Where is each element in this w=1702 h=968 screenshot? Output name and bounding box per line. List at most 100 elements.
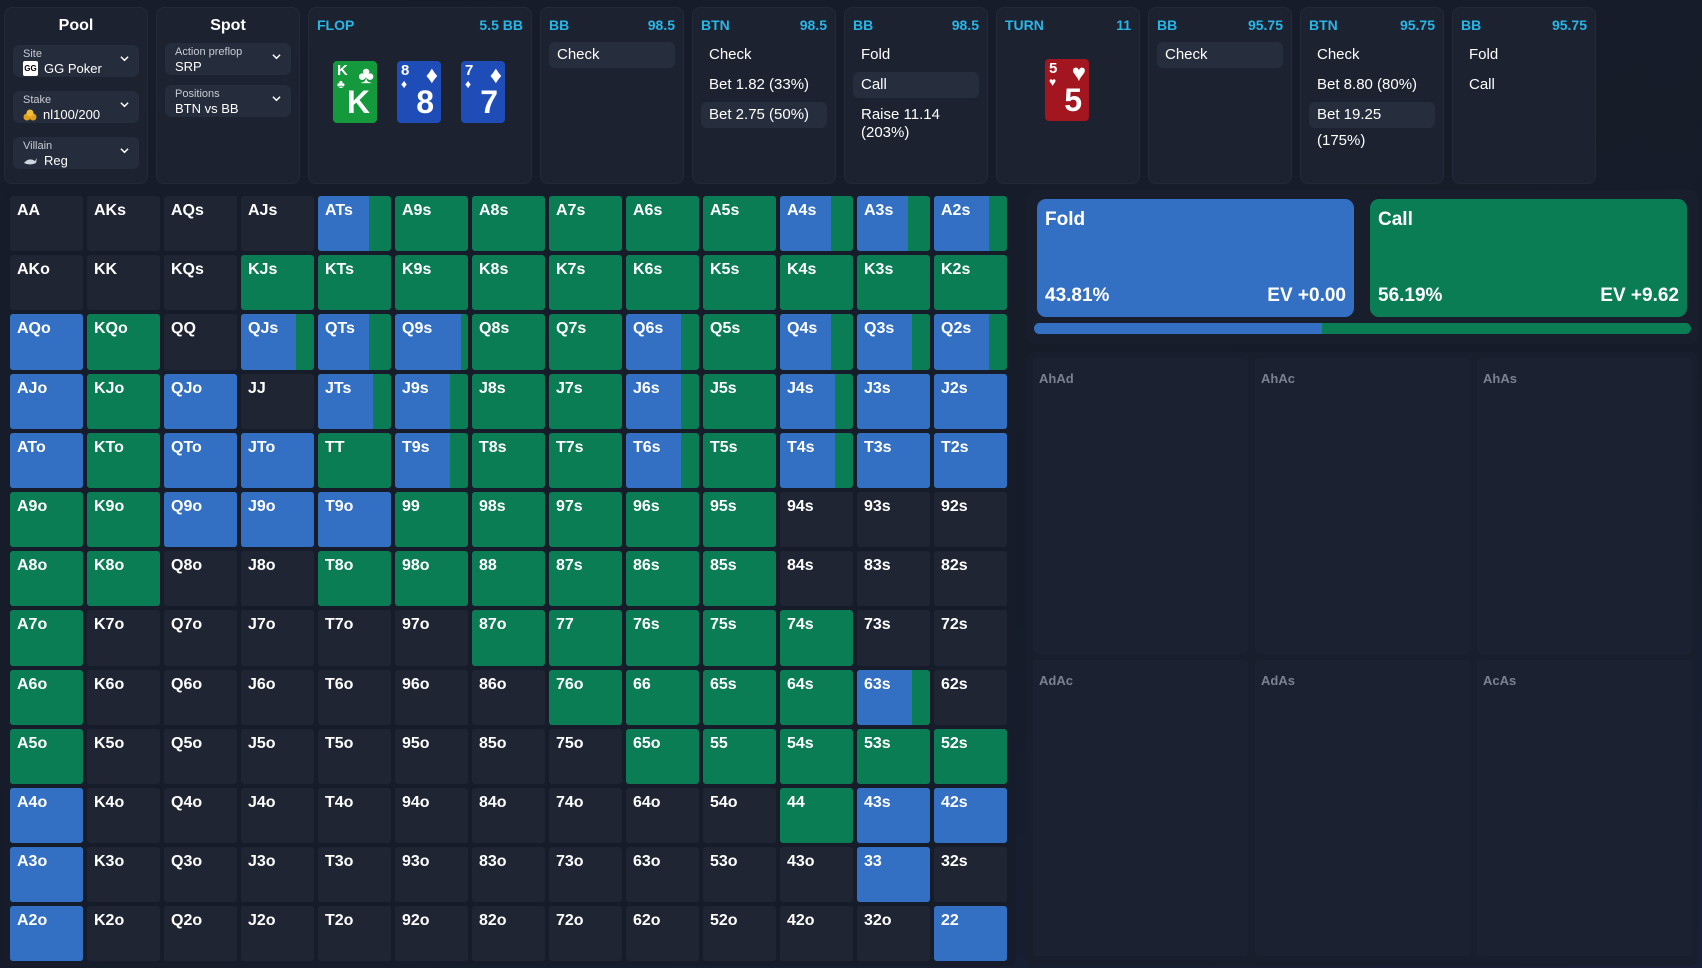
hand-cell[interactable]: 64o	[626, 787, 699, 844]
hand-cell[interactable]: T8s	[472, 432, 545, 488]
hand-cell[interactable]: 76o	[549, 669, 622, 725]
hand-cell[interactable]: 32o	[857, 906, 930, 962]
hand-cell[interactable]: 33	[857, 847, 930, 903]
hand-cell[interactable]: T3o	[318, 847, 391, 903]
hand-cell[interactable]: J4o	[241, 787, 314, 844]
hand-cell[interactable]: KJo	[87, 373, 160, 429]
hand-cell[interactable]: 62s	[934, 669, 1007, 725]
hand-cell[interactable]: 98o	[395, 551, 468, 607]
action-option[interactable]: Bet 2.75 (50%)	[701, 102, 827, 128]
hand-cell[interactable]: J2o	[241, 906, 314, 962]
hand-cell[interactable]: T8o	[318, 551, 391, 607]
hand-cell[interactable]: AJo	[10, 373, 83, 429]
hand-cell[interactable]: 22	[934, 906, 1007, 962]
hand-cell[interactable]: 75o	[549, 728, 622, 784]
stake-selector[interactable]: Stake nl100/200	[13, 91, 139, 123]
hand-cell[interactable]: 83o	[472, 847, 545, 903]
hand-cell[interactable]: A3s	[857, 196, 930, 252]
hand-cell[interactable]: QJo	[164, 373, 237, 429]
hand-cell[interactable]: A8s	[472, 196, 545, 252]
hand-cell[interactable]: 65s	[703, 669, 776, 725]
hand-cell[interactable]: 43o	[780, 847, 853, 903]
hand-cell[interactable]: 66	[626, 669, 699, 725]
hand-cell[interactable]: A8o	[10, 551, 83, 607]
hand-cell[interactable]: TT	[318, 432, 391, 488]
hand-cell[interactable]: 84s	[780, 551, 853, 607]
action-preflop-selector[interactable]: Action preflop SRP	[165, 43, 291, 75]
hand-cell[interactable]: QJs	[241, 314, 314, 370]
hand-cell[interactable]: 83s	[857, 551, 930, 607]
hand-cell[interactable]: KQo	[87, 314, 160, 370]
hand-cell[interactable]: 82o	[472, 906, 545, 962]
hand-cell[interactable]: K4s	[780, 255, 853, 311]
hand-cell[interactable]: 54s	[780, 728, 853, 784]
hand-cell[interactable]: J9s	[395, 373, 468, 429]
hand-cell[interactable]: K7o	[87, 610, 160, 666]
fold-summary[interactable]: Fold 43.81% EV +0.00	[1037, 199, 1354, 317]
hand-cell[interactable]: 87o	[472, 610, 545, 666]
combo-cell[interactable]: AdAc	[1033, 660, 1248, 956]
hand-cell[interactable]: Q6s	[626, 314, 699, 370]
hand-cell[interactable]: J8s	[472, 373, 545, 429]
hand-cell[interactable]: T5o	[318, 728, 391, 784]
hand-cell[interactable]: 42s	[934, 787, 1007, 844]
hand-cell[interactable]: 94o	[395, 787, 468, 844]
hand-cell[interactable]: Q8o	[164, 551, 237, 607]
hand-cell[interactable]: J6o	[241, 669, 314, 725]
hand-cell[interactable]: J2s	[934, 373, 1007, 429]
hand-cell[interactable]: K4o	[87, 787, 160, 844]
action-option[interactable]: Call	[853, 72, 979, 98]
hand-cell[interactable]: K2o	[87, 906, 160, 962]
hand-cell[interactable]: 73s	[857, 610, 930, 666]
hand-cell[interactable]: Q3o	[164, 847, 237, 903]
action-option[interactable]: Raise 11.14 (203%)	[861, 106, 940, 141]
hand-cell[interactable]: K9o	[87, 491, 160, 548]
hand-cell[interactable]: 84o	[472, 787, 545, 844]
hand-cell[interactable]: AQs	[164, 196, 237, 252]
hand-cell[interactable]: AKo	[10, 255, 83, 311]
action-option[interactable]: Check	[1157, 42, 1283, 68]
hand-cell[interactable]: AJs	[241, 196, 314, 252]
hand-cell[interactable]: 74s	[780, 610, 853, 666]
hand-cell[interactable]: J3o	[241, 847, 314, 903]
action-option[interactable]: Bet 8.80 (80%)	[1317, 76, 1418, 93]
hand-cell[interactable]: A3o	[10, 847, 83, 903]
hand-cell[interactable]: JTo	[241, 432, 314, 488]
hand-cell[interactable]: A6o	[10, 669, 83, 725]
hand-cell[interactable]: Q9s	[395, 314, 468, 370]
hand-cell[interactable]: AA	[10, 196, 83, 252]
hand-cell[interactable]: 77	[549, 610, 622, 666]
hand-cell[interactable]: 42o	[780, 906, 853, 962]
hand-cell[interactable]: 96o	[395, 669, 468, 725]
hand-cell[interactable]: 92o	[395, 906, 468, 962]
action-option[interactable]: Call	[1469, 76, 1495, 93]
hand-cell[interactable]: QTo	[164, 432, 237, 488]
hand-cell[interactable]: K6s	[626, 255, 699, 311]
hand-cell[interactable]: 54o	[703, 787, 776, 844]
hand-cell[interactable]: KTs	[318, 255, 391, 311]
hand-cell[interactable]: 93o	[395, 847, 468, 903]
hand-cell[interactable]: K7s	[549, 255, 622, 311]
action-option[interactable]: Fold	[861, 46, 891, 63]
hand-cell[interactable]: 75s	[703, 610, 776, 666]
hand-cell[interactable]: T7o	[318, 610, 391, 666]
hand-cell[interactable]: 97o	[395, 610, 468, 666]
action-option[interactable]: Fold	[1469, 46, 1499, 63]
hand-cell[interactable]: A2s	[934, 196, 1007, 252]
hand-cell[interactable]: 88	[472, 551, 545, 607]
hand-cell[interactable]: K8o	[87, 551, 160, 607]
hand-cell[interactable]: 74o	[549, 787, 622, 844]
hand-cell[interactable]: T2o	[318, 906, 391, 962]
hand-cell[interactable]: A5s	[703, 196, 776, 252]
hand-cell[interactable]: K2s	[934, 255, 1007, 311]
action-option[interactable]: Check	[1317, 46, 1360, 63]
hand-cell[interactable]: 55	[703, 728, 776, 784]
hand-cell[interactable]: Q2s	[934, 314, 1007, 370]
hand-cell[interactable]: A9o	[10, 491, 83, 548]
hand-cell[interactable]: K5s	[703, 255, 776, 311]
hand-cell[interactable]: T9s	[395, 432, 468, 488]
hand-cell[interactable]: 85o	[472, 728, 545, 784]
hand-cell[interactable]: T7s	[549, 432, 622, 488]
hand-cell[interactable]: J6s	[626, 373, 699, 429]
hand-cell[interactable]: Q8s	[472, 314, 545, 370]
